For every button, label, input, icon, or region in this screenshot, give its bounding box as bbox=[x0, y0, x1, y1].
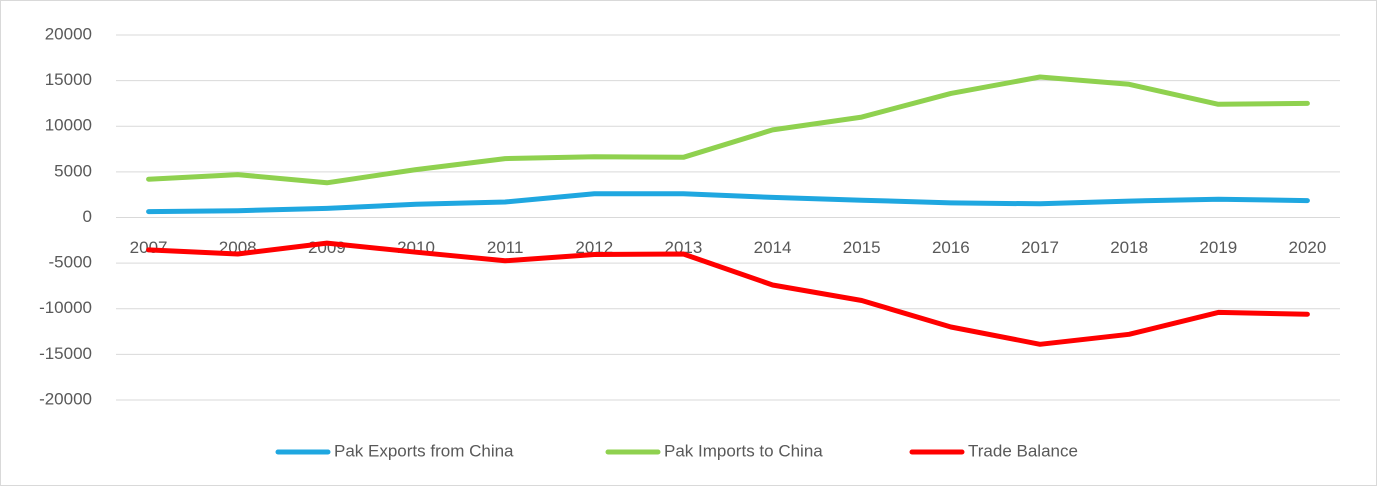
x-tick-label: 2018 bbox=[1110, 238, 1148, 257]
line-series bbox=[146, 240, 1310, 347]
x-tick-label: 2015 bbox=[843, 238, 881, 257]
y-tick-label: 15000 bbox=[45, 70, 92, 89]
y-tick-label: -15000 bbox=[39, 344, 92, 363]
y-tick-label: 10000 bbox=[45, 116, 92, 135]
line-series bbox=[146, 74, 1310, 186]
x-tick-label: 2016 bbox=[932, 238, 970, 257]
y-tick-label: 5000 bbox=[54, 161, 92, 180]
x-tick-label: 2019 bbox=[1199, 238, 1237, 257]
legend-label: Trade Balance bbox=[968, 441, 1078, 460]
line-series bbox=[146, 191, 1310, 215]
y-tick-label: 0 bbox=[83, 207, 92, 226]
x-tick-label: 2017 bbox=[1021, 238, 1059, 257]
legend-label: Pak Exports from China bbox=[334, 441, 514, 460]
y-tick-label: 20000 bbox=[45, 24, 92, 43]
x-tick-label: 2011 bbox=[487, 238, 524, 257]
y-tick-label: -20000 bbox=[39, 389, 92, 408]
legend-label: Pak Imports to China bbox=[664, 441, 823, 460]
y-tick-label: -10000 bbox=[39, 298, 92, 317]
x-tick-label: 2020 bbox=[1289, 238, 1327, 257]
y-tick-label: -5000 bbox=[49, 253, 92, 272]
x-tick-label: 2014 bbox=[754, 238, 792, 257]
